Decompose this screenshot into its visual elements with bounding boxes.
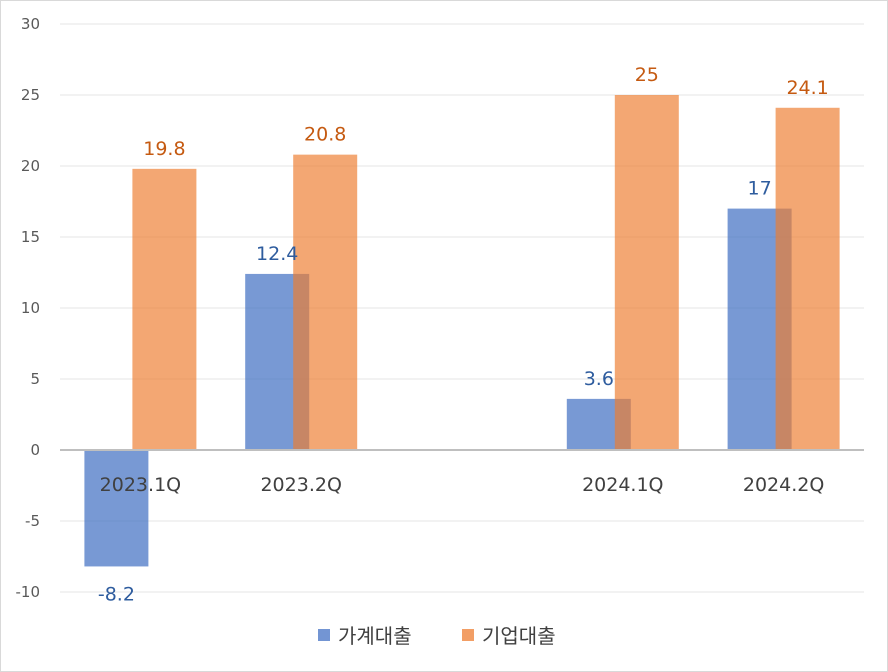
y-tick-label: 0 <box>30 441 40 459</box>
y-tick-label: -10 <box>16 583 41 601</box>
data-label-gieop: 19.8 <box>143 138 185 160</box>
y-tick-label: 10 <box>21 299 40 317</box>
legend-swatch <box>462 629 474 641</box>
bar-gieop-2024.2Q <box>775 107 840 450</box>
y-axis-tick-labels: -10 -5 0 5 10 15 20 25 30 <box>16 15 41 601</box>
y-tick-label: 30 <box>21 15 40 33</box>
bar-gieop-2024.1Q <box>614 95 679 450</box>
data-label-gieop: 20.8 <box>304 124 346 146</box>
legend-label: 기업대출 <box>482 624 556 648</box>
legend-label: 가계대출 <box>338 624 412 648</box>
category-label: 2023.2Q <box>260 474 341 496</box>
category-label: 2024.1Q <box>582 474 663 496</box>
data-label-gagye: 12.4 <box>256 243 298 265</box>
y-tick-label: 15 <box>21 228 40 246</box>
legend-swatch <box>318 629 330 641</box>
data-label-gieop: 24.1 <box>786 77 828 99</box>
bars <box>84 95 840 567</box>
bar-gagye-2023.1Q <box>84 450 149 567</box>
data-label-gieop: 25 <box>635 64 659 86</box>
category-labels: 2023.1Q 2023.2Q 2024.1Q 2024.2Q <box>100 474 825 496</box>
y-tick-label: 25 <box>21 86 40 104</box>
y-tick-label: 20 <box>21 157 40 175</box>
category-label: 2024.2Q <box>743 474 824 496</box>
bar-gieop-2023.1Q <box>132 168 197 450</box>
data-label-gagye: -8.2 <box>98 583 135 605</box>
y-tick-label: 5 <box>30 370 40 388</box>
data-label-gagye: 17 <box>748 178 772 200</box>
data-label-gagye: 3.6 <box>584 368 614 390</box>
legend: 가계대출 기업대출 <box>318 624 556 648</box>
category-label: 2023.1Q <box>100 474 181 496</box>
y-tick-label: -5 <box>25 512 40 530</box>
data-labels: -8.2 19.8 12.4 20.8 3.6 25 17 24.1 <box>98 64 829 605</box>
bar-gieop-2023.2Q <box>293 154 358 450</box>
